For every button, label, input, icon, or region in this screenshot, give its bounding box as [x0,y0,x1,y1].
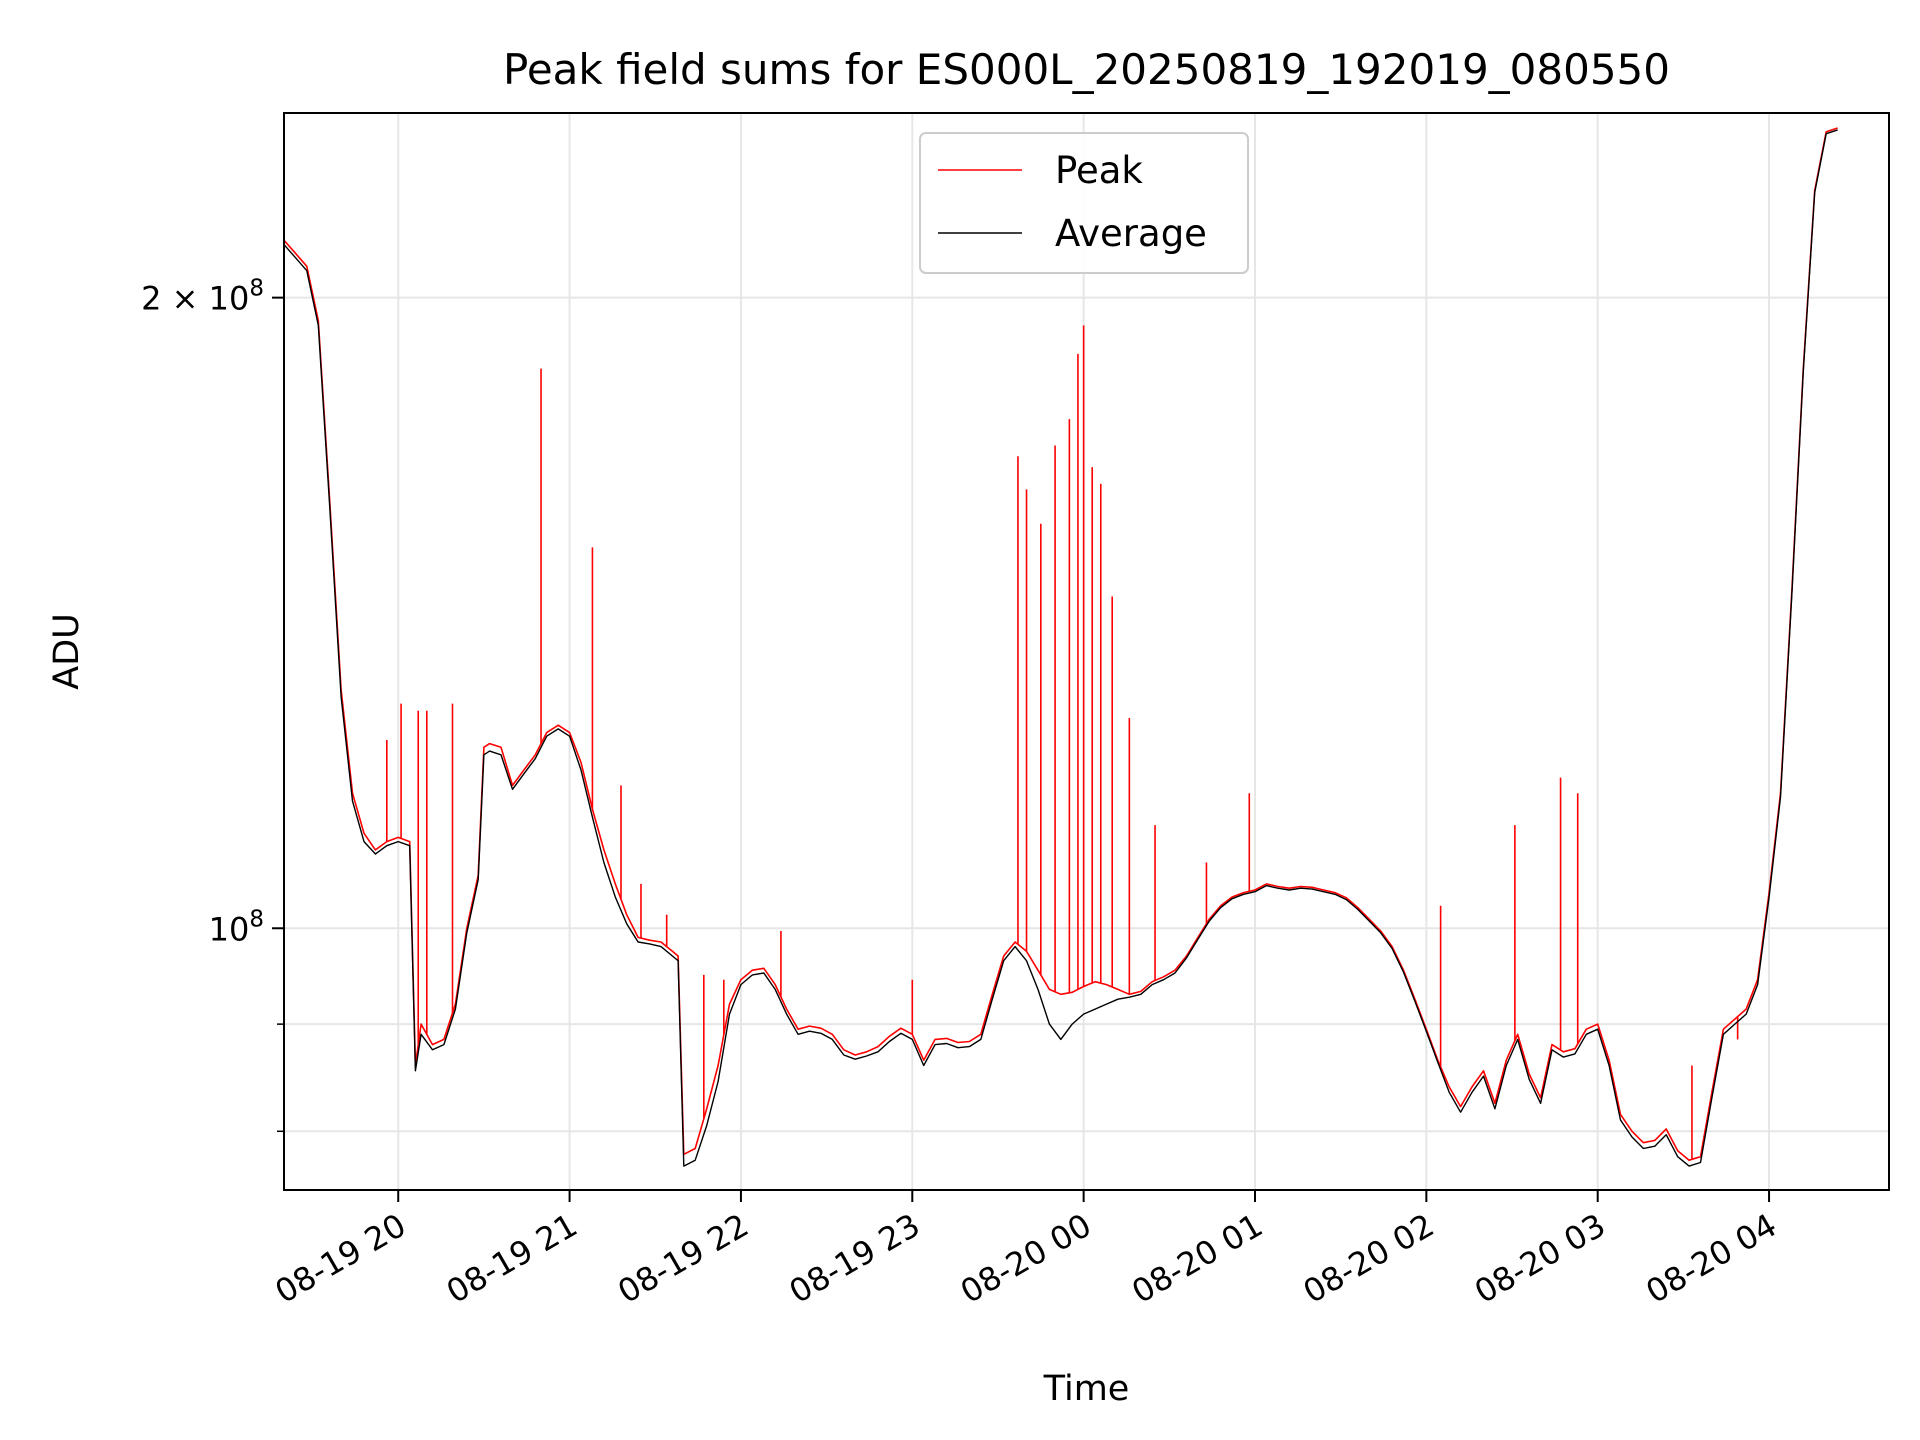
peak-series-line [284,127,1838,1161]
x-axis-title: Time [1043,1369,1130,1409]
grid [284,113,1889,1190]
series-layer [284,127,1838,1167]
legend-label-peak: Peak [1055,149,1143,192]
average-series-line [284,129,1838,1167]
y-axis-title: ADU [47,613,87,690]
legend-box [919,132,1249,274]
legend-label-average: Average [1055,212,1207,255]
plot-frame [283,112,1890,1191]
y-tick-label: 2 × 108 [141,276,264,318]
legend: Peak Average [919,132,1249,274]
chart-title: Peak field sums for ES000L_20250819_1920… [503,45,1670,94]
